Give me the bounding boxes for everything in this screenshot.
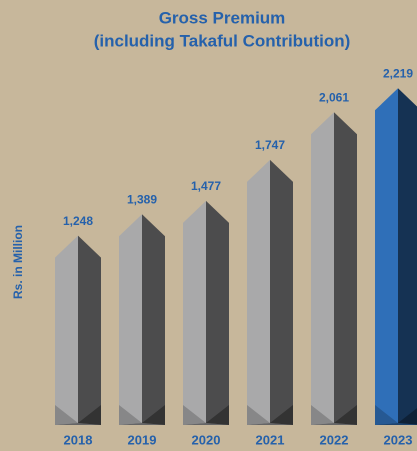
bar [375, 88, 417, 426]
bar-base [55, 423, 101, 425]
bar-base-left [247, 405, 270, 425]
value-label: 1,747 [255, 138, 285, 152]
bar-base [183, 423, 229, 425]
bar-base-left [311, 405, 334, 425]
x-tick-label: 2021 [256, 432, 285, 447]
bar-base [247, 423, 293, 425]
bar-right-face [142, 214, 165, 425]
bar-base-right [78, 405, 101, 425]
bar-right-face [270, 159, 293, 425]
bar-base [375, 423, 417, 425]
bar-base-right [142, 405, 165, 425]
value-label: 1,477 [191, 179, 221, 193]
value-label: 1,389 [127, 192, 157, 206]
bar-base-left [55, 405, 78, 425]
x-tick-label: 2019 [128, 432, 157, 447]
bar-base [119, 423, 165, 425]
x-tick-label: 2023 [384, 432, 413, 447]
chart-title: Gross Premium [159, 8, 286, 27]
bar-base-right [334, 405, 357, 425]
value-label: 2,219 [383, 66, 413, 80]
value-label: 1,248 [63, 214, 93, 228]
bar-left-face [183, 200, 206, 425]
bar [183, 200, 229, 425]
y-axis-label: Rs. in Million [11, 225, 25, 299]
bar-left-face [247, 159, 270, 425]
bar-left-face [375, 88, 398, 426]
x-tick-label: 2018 [64, 432, 93, 447]
bar-left-face [311, 112, 334, 425]
bar-base [311, 423, 357, 425]
bar-base-right [206, 405, 229, 425]
bar-base-left [183, 405, 206, 425]
bar-base-left [375, 405, 398, 425]
bar-base-right [270, 405, 293, 425]
x-tick-label: 2022 [320, 432, 349, 447]
bar-right-face [398, 88, 417, 425]
bar-right-face [206, 200, 229, 425]
bar-base-right [398, 408, 417, 425]
bar-base-left [119, 405, 142, 425]
value-label: 2,061 [319, 90, 349, 104]
chart-subtitle: (including Takaful Contribution) [94, 31, 351, 50]
bar-right-face [78, 235, 101, 425]
bar-left-face [119, 214, 142, 425]
x-tick-label: 2020 [192, 432, 221, 447]
bar-right-face [334, 112, 357, 425]
bar-left-face [55, 235, 78, 425]
bar [311, 112, 357, 425]
bar [119, 214, 165, 425]
bar [247, 159, 293, 425]
bar [55, 235, 101, 425]
